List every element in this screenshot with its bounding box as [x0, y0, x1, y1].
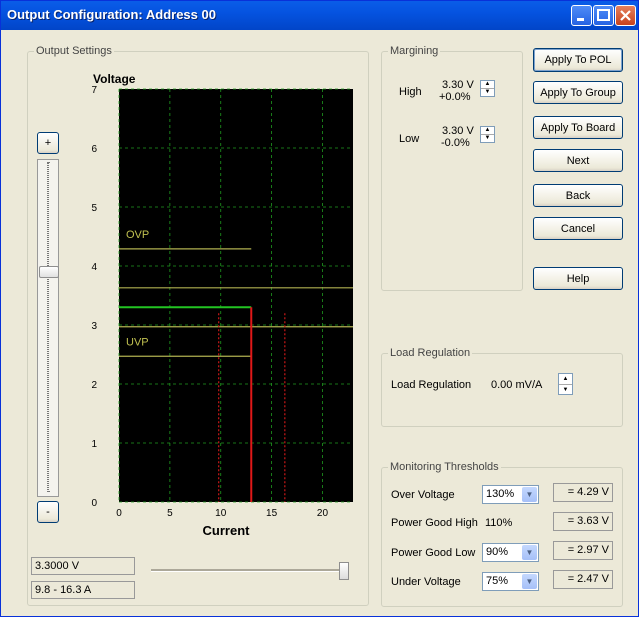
chevron-down-icon[interactable]: ▼ — [522, 574, 537, 589]
margining-low-voltage: 3.30 V — [442, 125, 474, 137]
y-tick-label: 3 — [91, 321, 97, 332]
margining-label: Margining — [388, 45, 441, 58]
minimize-icon[interactable] — [571, 5, 592, 26]
y-tick-label: 1 — [91, 439, 97, 450]
power-good-high-label: Power Good High — [391, 517, 478, 529]
y-tick-label: 5 — [91, 203, 97, 214]
over-voltage-label: Over Voltage — [391, 489, 455, 501]
margining-low-label: Low — [399, 133, 420, 145]
current-slider-track[interactable] — [151, 569, 349, 572]
voltage-value-field: 3.3000 V — [31, 557, 135, 575]
margining-group: Margining — [381, 45, 523, 291]
title-bar[interactable]: Output Configuration: Address 00 — [1, 1, 638, 30]
margining-high-percent: +0.0% — [439, 91, 471, 103]
x-tick-label: 10 — [215, 508, 227, 519]
current-slider-thumb[interactable] — [339, 562, 349, 580]
ovp-label: OVP — [126, 229, 149, 241]
under-voltage-value: = 2.47 V — [553, 570, 613, 589]
under-voltage-select[interactable]: 75% ▼ — [482, 572, 539, 591]
voltage-slider-thumb[interactable] — [39, 266, 59, 278]
power-good-high-value: = 3.63 V — [553, 512, 613, 531]
y-tick-label: 7 — [91, 85, 97, 96]
margining-low-percent: -0.0% — [441, 137, 470, 149]
chevron-down-icon[interactable]: ▼ — [522, 487, 537, 502]
plot-area — [119, 89, 353, 502]
x-tick-label: 0 — [116, 508, 122, 519]
margining-high-spinner[interactable]: ▲ ▼ — [480, 80, 495, 97]
power-good-low-select[interactable]: 90% ▼ — [482, 543, 539, 562]
maximize-icon[interactable] — [593, 5, 614, 26]
x-tick-label: 20 — [317, 508, 329, 519]
close-icon[interactable] — [615, 5, 636, 26]
power-good-low-label: Power Good Low — [391, 547, 476, 559]
x-tick-label: 15 — [266, 508, 278, 519]
output-settings-group: Output Settings — [27, 45, 369, 606]
uvp-label: UVP — [126, 336, 149, 348]
monitoring-thresholds-group: Monitoring Thresholds — [381, 461, 623, 607]
back-button[interactable]: Back — [533, 184, 623, 207]
next-button[interactable]: Next — [533, 149, 623, 172]
current-range-field: 9.8 - 16.3 A — [31, 581, 135, 599]
monitoring-thresholds-label: Monitoring Thresholds — [388, 461, 501, 474]
apply-to-group-button[interactable]: Apply To Group — [533, 81, 623, 104]
chevron-down-icon[interactable]: ▼ — [522, 545, 537, 560]
apply-to-pol-button[interactable]: Apply To POL — [533, 48, 623, 72]
voltage-slider[interactable] — [37, 159, 59, 497]
over-voltage-value: = 4.29 V — [553, 483, 613, 502]
decrease-voltage-button[interactable]: - — [37, 501, 59, 523]
x-tick-label: 5 — [167, 508, 173, 519]
apply-to-board-button[interactable]: Apply To Board — [533, 116, 623, 139]
over-voltage-select[interactable]: 130% ▼ — [482, 485, 539, 504]
x-axis-label: Current — [203, 523, 251, 538]
margining-low-spinner[interactable]: ▲ ▼ — [480, 126, 495, 143]
cancel-button[interactable]: Cancel — [533, 217, 623, 240]
margining-high-label: High — [399, 86, 422, 98]
load-regulation-spinner[interactable]: ▲ ▼ — [558, 373, 573, 395]
y-tick-label: 0 — [91, 498, 97, 509]
y-axis-label: Voltage — [93, 72, 136, 86]
power-good-low-value: = 2.97 V — [553, 541, 613, 560]
y-tick-label: 4 — [91, 262, 97, 273]
load-regulation-value: 0.00 mV/A — [491, 379, 543, 391]
load-regulation-group-label: Load Regulation — [388, 347, 473, 360]
under-voltage-label: Under Voltage — [391, 576, 461, 588]
output-settings-label: Output Settings — [34, 45, 114, 58]
help-button[interactable]: Help — [533, 267, 623, 290]
load-regulation-group: Load Regulation — [381, 347, 623, 427]
power-good-high-percent: 110% — [485, 517, 513, 529]
y-tick-label: 2 — [91, 380, 97, 391]
load-regulation-label: Load Regulation — [391, 379, 472, 391]
margining-high-voltage: 3.30 V — [442, 79, 474, 91]
y-tick-label: 6 — [91, 144, 97, 155]
increase-voltage-button[interactable]: + — [37, 132, 59, 154]
window-title: Output Configuration: Address 00 — [7, 7, 216, 22]
